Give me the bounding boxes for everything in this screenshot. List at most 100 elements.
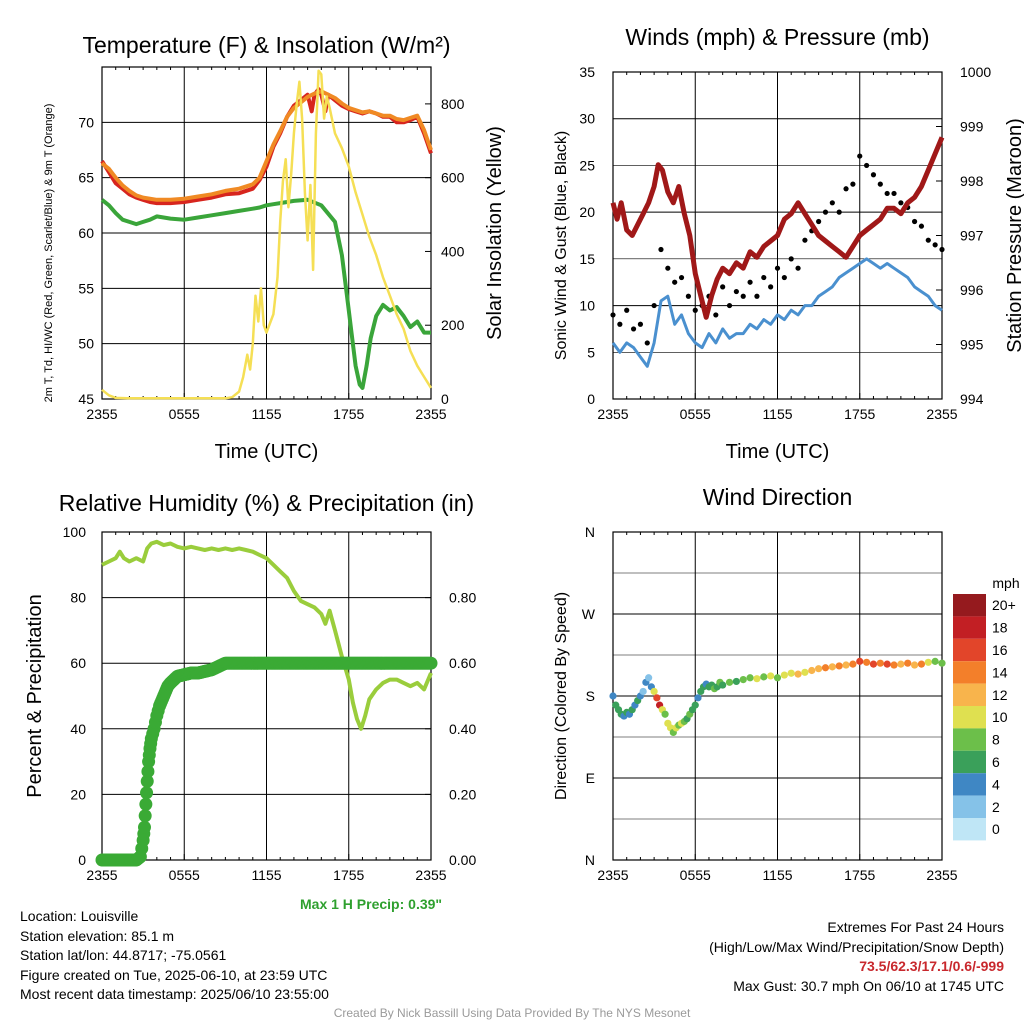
humidity-xtick-label: 0555	[169, 867, 200, 883]
winds-gust-point	[788, 256, 794, 262]
winds-y2tick-label: 997	[960, 228, 984, 244]
humidity-xtick-label: 2355	[415, 867, 446, 883]
winds-gust-point	[644, 340, 650, 346]
temperature-y2tick-label: 400	[441, 243, 465, 259]
winds-xtick-label: 1755	[844, 406, 875, 422]
direction-point	[904, 659, 912, 667]
winds-ytick-label: 25	[579, 157, 595, 173]
temperature-ytick-label: 60	[78, 225, 94, 241]
temperature-y2tick-label: 0	[441, 391, 449, 407]
winds-gust-point	[678, 274, 685, 281]
temperature-series-dewpoint	[100, 197, 431, 390]
temperature-y2tick-label: 600	[441, 170, 465, 186]
colorbar-swatch	[953, 818, 986, 841]
temperature-series-solar	[101, 69, 433, 400]
temperature-ylabel-left: 2m T, Td, HI/WC (Red, Green, Scarlet/Blu…	[43, 104, 55, 403]
humidity-y2tick-label: 0.80	[449, 590, 476, 606]
colorbar-label: 2	[992, 799, 1000, 815]
colorbar-swatch	[953, 638, 986, 662]
direction-point	[863, 658, 871, 666]
direction-title: Wind Direction	[703, 484, 853, 510]
humidity-series-rh	[101, 539, 433, 731]
temperature-ytick-label: 50	[78, 336, 94, 352]
created-text: Figure created on Tue, 2025-06-10, at 23…	[20, 966, 328, 983]
winds-gust-point	[864, 162, 870, 169]
direction-point	[753, 675, 761, 683]
winds-gust-point	[918, 223, 925, 229]
colorbar-label: 10	[992, 709, 1008, 725]
winds-y2tick-label: 1000	[960, 64, 991, 80]
winds-ytick-label: 30	[579, 111, 595, 127]
winds-gust-point	[726, 302, 733, 309]
winds-ytick-label: 10	[579, 298, 595, 314]
humidity-ytick-label: 40	[70, 721, 86, 737]
colorbar-title: mph	[992, 575, 1019, 591]
temperature-xtick-label: 2355	[415, 406, 446, 422]
winds-gust-point	[939, 246, 945, 253]
direction-point	[767, 672, 775, 680]
humidity-ytick-label: 80	[70, 590, 86, 606]
direction-point	[828, 663, 836, 671]
direction-point	[650, 687, 658, 696]
winds-series-wind	[611, 257, 943, 368]
winds-gust-point	[617, 321, 623, 327]
direction-point	[808, 666, 816, 675]
winds-y2tick-label: 994	[960, 391, 984, 407]
direction-point	[931, 657, 939, 665]
temperature-title: Temperature (F) & Insolation (W/m²)	[82, 32, 450, 58]
direction-point	[842, 661, 850, 669]
humidity-precip-point	[424, 656, 438, 670]
winds-gust-point	[630, 326, 637, 332]
temperature-ylabel-right: Solar Insolation (Yellow)	[484, 126, 506, 340]
winds-gust-point	[816, 218, 822, 225]
winds-gust-point	[836, 209, 842, 215]
winds-gust-point	[911, 218, 918, 225]
winds-gust-point	[761, 274, 767, 281]
direction-point	[691, 701, 699, 709]
colorbar-swatch	[953, 661, 986, 684]
humidity-ytick-label: 100	[63, 524, 87, 540]
direction-point	[883, 660, 891, 668]
winds-gust-point	[624, 307, 630, 313]
direction-point	[719, 681, 727, 689]
winds-gust-point	[637, 321, 644, 327]
winds-ytick-label: 0	[587, 391, 595, 407]
credit-line: Created By Nick Bassill Using Data Provi…	[333, 1006, 691, 1020]
extremes-info: Extremes For Past 24 Hours (High/Low/Max…	[709, 918, 1004, 996]
direction-colorbar: mph 20+ 18 16 14 12 10 8 6 4 2 0	[953, 575, 1020, 841]
winds-ytick-label: 35	[579, 64, 595, 80]
direction-ylabel-left: Direction (Colored By Speed)	[553, 592, 570, 800]
direction-point	[760, 673, 768, 681]
winds-title: Winds (mph) & Pressure (mb)	[625, 24, 929, 50]
direction-point	[653, 694, 661, 702]
colorbar-label: 18	[992, 620, 1008, 636]
winds-gust-point	[692, 307, 698, 313]
temperature-ytick-label: 55	[78, 280, 94, 296]
winds-gust-point	[774, 265, 781, 271]
winds-gust-point	[768, 284, 774, 290]
colorbar-swatch	[953, 706, 986, 729]
humidity-precip-point	[140, 786, 154, 800]
direction-point	[794, 670, 802, 678]
colorbar-swatch	[953, 795, 986, 818]
direction-point	[815, 665, 823, 673]
winds-gust-point	[747, 279, 753, 285]
winds-gust-point	[610, 312, 616, 318]
direction-ytick-label: W	[582, 606, 596, 622]
colorbar-swatch	[953, 616, 986, 639]
humidity-ytick-label: 60	[70, 655, 86, 671]
direction-xtick-label: 2355	[926, 867, 957, 883]
extremes-values: 73.5/62.3/17.1/0.6/-999	[859, 958, 1004, 974]
location-text: Location: Louisville	[20, 908, 139, 924]
direction-xtick-label: 1755	[844, 867, 875, 883]
humidity-ylabel-left: Percent & Precipitation	[24, 594, 46, 797]
winds-gust-point	[884, 190, 890, 197]
winds-gust-point	[754, 293, 760, 299]
direction-point	[773, 674, 782, 682]
humidity-xtick-label: 2355	[86, 867, 117, 883]
temperature-xlabel: Time (UTC)	[215, 441, 319, 463]
winds-gust-point	[843, 186, 849, 192]
humidity-xtick-label: 1755	[333, 867, 364, 883]
direction-point	[739, 676, 747, 684]
